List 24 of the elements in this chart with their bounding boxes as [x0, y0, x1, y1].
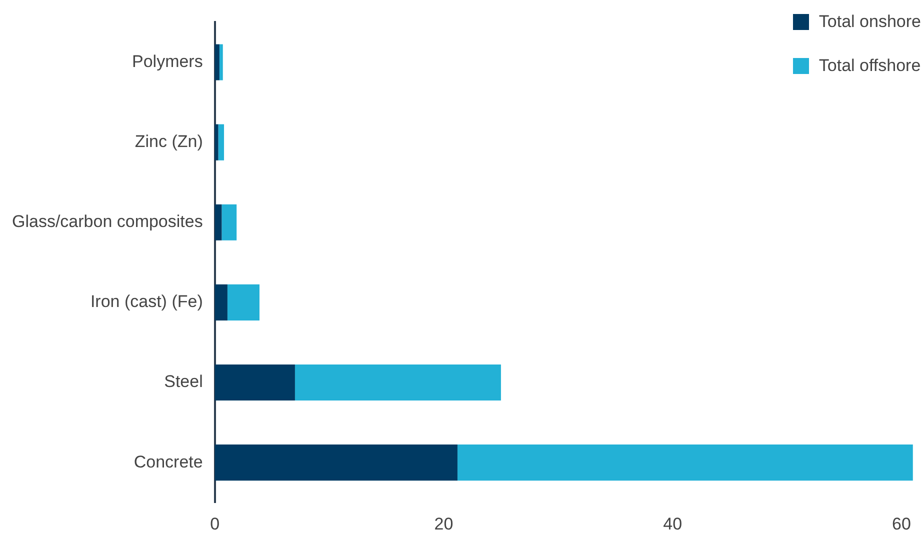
bar — [214, 124, 218, 160]
bar — [222, 204, 237, 240]
x-tick-label: 40 — [663, 514, 682, 534]
bar — [214, 364, 295, 401]
legend-label: Total onshore — [818, 12, 921, 32]
bar — [214, 44, 220, 80]
y-tick-label: Polymers — [132, 52, 203, 71]
y-tick-label: Steel — [164, 372, 203, 392]
bar — [218, 124, 224, 160]
x-tick-label: 20 — [434, 514, 454, 534]
y-tick-label: Iron (cast) (Fe) — [90, 292, 203, 312]
bar — [214, 444, 458, 481]
x-tick-label: 60 — [892, 514, 911, 534]
bar — [214, 284, 228, 320]
bar — [219, 44, 223, 80]
bar — [214, 204, 222, 240]
bar — [294, 364, 501, 401]
x-tick-label: 0 — [210, 514, 220, 534]
y-tick-label: Concrete — [134, 452, 203, 472]
bar — [457, 444, 913, 481]
bar — [227, 284, 260, 320]
y-tick-label: Zinc (Zn) — [134, 132, 203, 151]
legend-label: Total offshore — [818, 56, 921, 76]
y-tick-label: Glass/carbon composites — [12, 212, 203, 232]
